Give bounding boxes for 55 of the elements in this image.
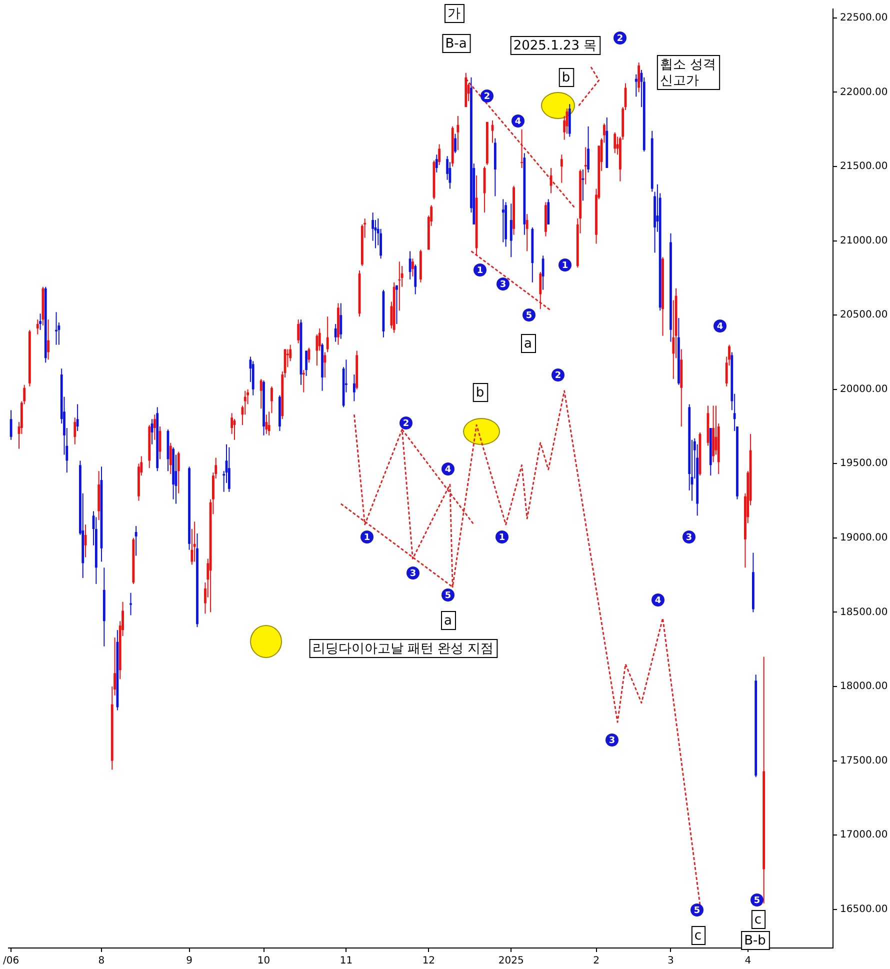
annotation: 5 xyxy=(444,590,452,601)
annotation: 4 xyxy=(716,322,724,332)
annotation: 리딩다이아고날 패턴 완성 지점 xyxy=(312,641,494,656)
annotation: 4 xyxy=(514,116,522,127)
annotation: 1 xyxy=(364,532,370,543)
y-tick-label: 18000.00 xyxy=(840,681,888,692)
annotation: 3 xyxy=(410,568,416,579)
y-tick-label: 22500.00 xyxy=(840,12,888,24)
annotation: 2 xyxy=(554,370,562,381)
annotation: 2 xyxy=(616,34,624,44)
annotation: B-b xyxy=(744,933,766,948)
y-tick-label: 19000.00 xyxy=(840,532,888,544)
annotation: 5 xyxy=(754,896,760,906)
y-tick-label: 16500.00 xyxy=(840,904,888,915)
y-tick-label: 18500.00 xyxy=(840,606,888,618)
annotation: b xyxy=(562,70,570,86)
annotation: 3 xyxy=(686,532,692,543)
x-tick-label: 9 xyxy=(186,956,192,967)
annotation: 2 xyxy=(402,418,410,429)
x-tick-label: 8 xyxy=(98,956,105,967)
annotation: 4 xyxy=(654,596,662,606)
annotation: 4 xyxy=(444,464,452,475)
annotation: 3 xyxy=(608,736,616,746)
annotation: 5 xyxy=(526,310,532,321)
y-tick-label: 21000.00 xyxy=(840,235,888,246)
annotation: 1 xyxy=(498,532,506,543)
annotation: B-a xyxy=(445,36,467,52)
x-tick-label: 2 xyxy=(593,956,600,967)
x-tick-label: /06 xyxy=(3,956,20,967)
x-tick-label: 2025 xyxy=(498,956,524,967)
x-tick-label: 4 xyxy=(744,956,752,967)
annotation: 5 xyxy=(694,906,700,916)
y-tick-label: 19500.00 xyxy=(840,458,888,470)
annotation: 1 xyxy=(562,260,568,271)
annotation: 1 xyxy=(476,266,484,276)
x-tick-label: 11 xyxy=(340,956,353,967)
annotation: c xyxy=(754,912,762,928)
y-tick-label: 17500.00 xyxy=(840,755,888,766)
annotation: c xyxy=(694,928,702,944)
annotation: 2 xyxy=(484,92,490,102)
annotation: a xyxy=(444,613,452,628)
annotation: 2025.1.23 목 xyxy=(513,38,597,54)
annotation: 3 xyxy=(500,280,506,290)
y-tick-label: 21500.00 xyxy=(840,161,888,172)
annotation: a xyxy=(524,336,532,352)
annotation: b xyxy=(476,385,484,400)
y-tick-label: 17000.00 xyxy=(840,830,888,841)
y-tick-label: 20000.00 xyxy=(840,384,888,395)
annotation: 가 xyxy=(448,6,460,22)
y-tick-label: 22000.00 xyxy=(840,86,888,98)
x-tick-label: 10 xyxy=(257,956,270,967)
x-tick-label: 3 xyxy=(668,956,674,967)
x-tick-label: 12 xyxy=(422,956,436,967)
annotation: 휩소 성격 신고가 xyxy=(660,57,716,88)
y-tick-label: 20500.00 xyxy=(840,310,888,321)
